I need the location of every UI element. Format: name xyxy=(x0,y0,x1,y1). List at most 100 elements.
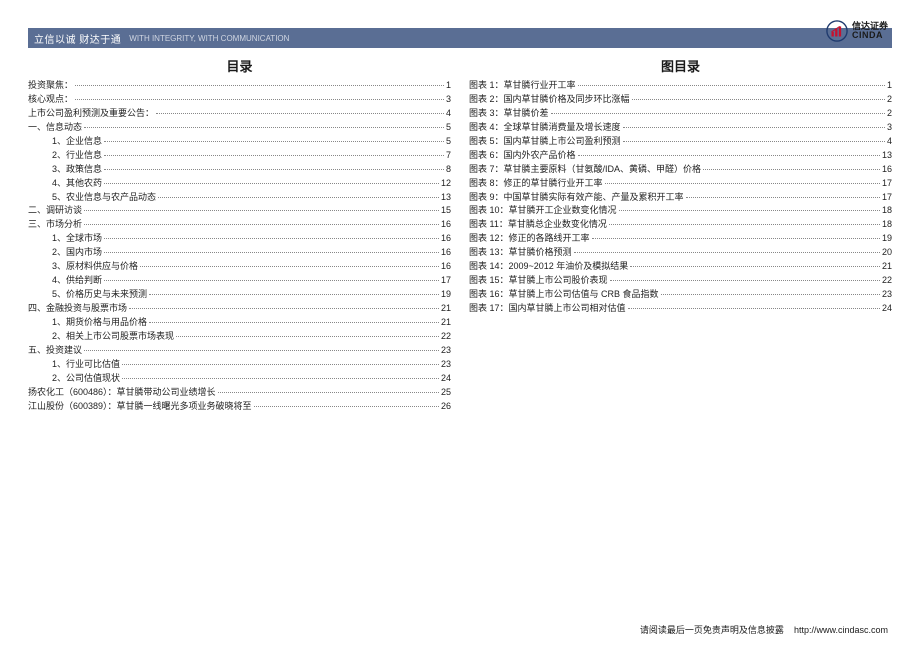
toc-page: 16 xyxy=(441,232,451,246)
toc-dots xyxy=(104,155,444,156)
toc-dots xyxy=(149,294,439,295)
toc-page: 16 xyxy=(882,163,892,177)
toc-label: 图表 6：国内外农产品价格 xyxy=(469,149,576,163)
toc-page: 18 xyxy=(882,204,892,218)
toc-line: 5、价格历史与未来预测19 xyxy=(28,288,451,302)
toc-page: 21 xyxy=(441,302,451,316)
toc-label: 图表 17：国内草甘膦上市公司相对估值 xyxy=(469,302,626,316)
toc-page: 15 xyxy=(441,204,451,218)
toc-label: 三、市场分析 xyxy=(28,218,82,232)
header-title: 立信以诚 财达于通 xyxy=(34,31,121,46)
toc-label: 投资聚焦： xyxy=(28,79,73,93)
toc-dots xyxy=(84,350,439,351)
toc-page: 2 xyxy=(887,107,892,121)
content-area: 目录 投资聚焦：1核心观点：3上市公司盈利预测及重要公告：4一、信息动态51、企… xyxy=(28,56,892,620)
toc-dots xyxy=(104,238,439,239)
toc-page: 16 xyxy=(441,260,451,274)
toc-page: 23 xyxy=(441,344,451,358)
toc-page: 23 xyxy=(882,288,892,302)
toc-page: 5 xyxy=(446,135,451,149)
toc-page: 12 xyxy=(441,177,451,191)
toc-line: 图表 7：草甘膦主要原料（甘氨酸/IDA、黄磷、甲醛）价格 16 xyxy=(469,163,892,177)
toc-label: 3、原材料供应与价格 xyxy=(52,260,138,274)
toc-column: 目录 投资聚焦：1核心观点：3上市公司盈利预测及重要公告：4一、信息动态51、企… xyxy=(28,56,451,620)
toc-line: 2、公司估值现状24 xyxy=(28,372,451,386)
toc-label: 图表 2：国内草甘膦价格及同步环比涨幅 xyxy=(469,93,630,107)
toc-dots xyxy=(122,364,439,365)
toc-page: 2 xyxy=(887,93,892,107)
toc-dots xyxy=(104,183,439,184)
toc-line: 上市公司盈利预测及重要公告：4 xyxy=(28,107,451,121)
toc-dots xyxy=(254,406,439,407)
footer-url: http://www.cindasc.com xyxy=(794,625,888,635)
cinda-logo-icon xyxy=(826,20,848,42)
toc-label: 2、国内市场 xyxy=(52,246,102,260)
toc-page: 21 xyxy=(441,316,451,330)
toc-line: 核心观点： 3 xyxy=(28,93,451,107)
toc-label: 图表 5：国内草甘膦上市公司盈利预测 xyxy=(469,135,621,149)
toc-dots xyxy=(75,85,444,86)
toc-line: 图表 12：修正的各路线开工率19 xyxy=(469,232,892,246)
toc-page: 3 xyxy=(446,93,451,107)
toc-line: 1、全球市场16 xyxy=(28,232,451,246)
toc-label: 3、政策信息 xyxy=(52,163,102,177)
header-bar: 立信以诚 财达于通 WITH INTEGRITY, WITH COMMUNICA… xyxy=(28,28,892,48)
toc-dots xyxy=(605,183,880,184)
toc-line: 图表 17：国内草甘膦上市公司相对估值24 xyxy=(469,302,892,316)
toc-line: 4、供给判断 17 xyxy=(28,274,451,288)
toc-label: 江山股份（600389）：草甘膦一线曙光多项业务破晓将至 xyxy=(28,400,252,414)
toc-line: 3、原材料供应与价格 16 xyxy=(28,260,451,274)
toc-dots xyxy=(574,252,880,253)
toc-page: 19 xyxy=(882,232,892,246)
toc-page: 26 xyxy=(441,400,451,414)
toc-dots xyxy=(610,280,880,281)
toc-dots xyxy=(84,210,439,211)
toc-line: 五、投资建议23 xyxy=(28,344,451,358)
toc-line: 一、信息动态5 xyxy=(28,121,451,135)
toc-line: 4、其他农药12 xyxy=(28,177,451,191)
toc-line: 图表 8：修正的草甘膦行业开工率17 xyxy=(469,177,892,191)
toc-page: 17 xyxy=(441,274,451,288)
toc-line: 图表 5：国内草甘膦上市公司盈利预测 4 xyxy=(469,135,892,149)
toc-label: 2、相关上市公司股票市场表现 xyxy=(52,330,174,344)
toc-line: 图表 2：国内草甘膦价格及同步环比涨幅 2 xyxy=(469,93,892,107)
toc-page: 4 xyxy=(446,107,451,121)
toc-page: 18 xyxy=(882,218,892,232)
toc-dots xyxy=(703,169,880,170)
toc-label: 图表 13：草甘膦价格预测 xyxy=(469,246,572,260)
toc-line: 图表 14：2009~2012 年油价及模拟结果21 xyxy=(469,260,892,274)
toc-label: 图表 3：草甘膦价差 xyxy=(469,107,549,121)
toc-dots xyxy=(578,85,885,86)
toc-label: 图表 7：草甘膦主要原料（甘氨酸/IDA、黄磷、甲醛）价格 xyxy=(469,163,701,177)
toc-dots xyxy=(592,238,880,239)
toc-line: 3、政策信息8 xyxy=(28,163,451,177)
toc-line: 图表 9：中国草甘膦实际有效产能、产量及累积开工率17 xyxy=(469,191,892,205)
toc-label: 核心观点： xyxy=(28,93,73,107)
toc-label: 2、公司估值现状 xyxy=(52,372,120,386)
toc-dots xyxy=(609,224,880,225)
toc-label: 4、供给判断 xyxy=(52,274,102,288)
toc-page: 3 xyxy=(887,121,892,135)
toc-line: 1、期货价格与用品价格21 xyxy=(28,316,451,330)
toc-line: 图表 10：草甘膦开工企业数变化情况18 xyxy=(469,204,892,218)
toc-line: 1、行业可比估值 23 xyxy=(28,358,451,372)
toc-page: 16 xyxy=(441,218,451,232)
toc-dots xyxy=(129,308,439,309)
figures-title: 图目录 xyxy=(469,56,892,75)
toc-label: 图表 4：全球草甘膦消费量及增长速度 xyxy=(469,121,621,135)
toc-line: 二、调研访谈15 xyxy=(28,204,451,218)
toc-line: 图表 4：全球草甘膦消费量及增长速度 3 xyxy=(469,121,892,135)
toc-dots xyxy=(628,308,880,309)
toc-page: 22 xyxy=(441,330,451,344)
toc-page: 4 xyxy=(887,135,892,149)
toc-page: 17 xyxy=(882,177,892,191)
toc-label: 5、农业信息与农产品动态 xyxy=(52,191,156,205)
toc-dots xyxy=(104,252,439,253)
toc-page: 1 xyxy=(446,79,451,93)
toc-label: 1、行业可比估值 xyxy=(52,358,120,372)
toc-list: 投资聚焦：1核心观点：3上市公司盈利预测及重要公告：4一、信息动态51、企业信息… xyxy=(28,79,451,414)
footer: 请阅读最后一页免责声明及信息披露 http://www.cindasc.com xyxy=(640,623,888,636)
toc-page: 23 xyxy=(441,358,451,372)
toc-page: 25 xyxy=(441,386,451,400)
toc-label: 图表 9：中国草甘膦实际有效产能、产量及累积开工率 xyxy=(469,191,684,205)
